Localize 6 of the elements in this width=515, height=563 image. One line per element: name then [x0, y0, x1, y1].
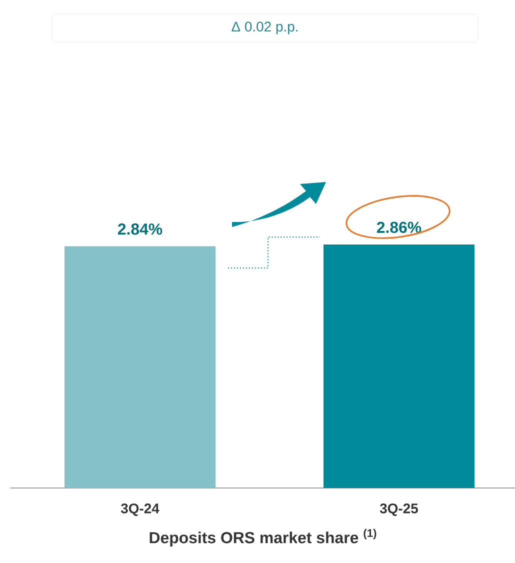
data-label: 2.84% — [118, 223, 162, 235]
data-label: 2.86% — [376, 222, 422, 233]
x-tick-label: 3Q-25 — [380, 504, 418, 516]
x-tick-label: 3Q-24 — [120, 504, 160, 516]
text: Δ 0.02 p.p. — [232, 22, 298, 34]
x-axis-title: Deposits ORS market share $^{(1)}$ — [150, 528, 376, 546]
